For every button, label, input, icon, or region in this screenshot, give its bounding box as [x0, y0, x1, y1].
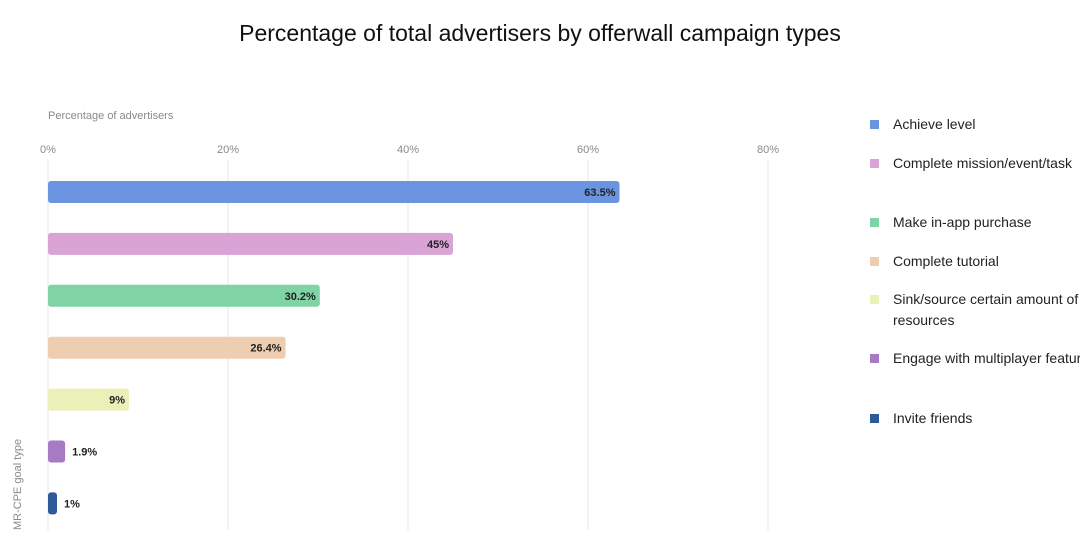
legend-swatch: [870, 257, 879, 266]
y-axis-label: MR-CPE goal type: [12, 439, 24, 530]
bar-value-label: 45%: [427, 239, 449, 251]
legend-item: Make in-app purchase: [870, 212, 1080, 233]
chart-title: Percentage of total advertisers by offer…: [239, 20, 841, 46]
legend-swatch: [870, 120, 879, 129]
bars: [48, 181, 620, 515]
bar-value-label: 9%: [109, 395, 125, 407]
x-tick-label: 0%: [40, 144, 56, 156]
legend-item: Engage with multiplayer features: [870, 348, 1080, 369]
legend-item: Complete mission/event/task: [870, 153, 1080, 174]
legend-item: Achieve level: [870, 114, 1080, 135]
legend-label: Complete mission/event/task: [893, 155, 1072, 171]
bar: [48, 492, 57, 515]
legend-swatch: [870, 414, 879, 423]
bar-value-labels: 63.5% 45% 30.2% 26.4% 9% 1.9% 1%: [64, 187, 616, 510]
legend-label: Sink/source certain amount of resources: [893, 291, 1079, 328]
bar-value-label: 1.9%: [72, 447, 97, 459]
legend-swatch: [870, 159, 879, 168]
bar: [48, 440, 66, 463]
bar: [48, 336, 286, 359]
legend-label: Make in-app purchase: [893, 214, 1032, 230]
bar: [48, 388, 129, 411]
legend-label: Engage with multiplayer features: [893, 350, 1080, 366]
legend-label: Achieve level: [893, 116, 976, 132]
x-tick-labels: 0% 20% 40% 60% 80%: [40, 144, 779, 156]
legend-item: Invite friends: [870, 408, 1080, 429]
bar-value-label: 26.4%: [250, 343, 281, 355]
x-tick-label: 40%: [397, 144, 419, 156]
bar-value-label: 30.2%: [285, 291, 316, 303]
x-tick-label: 80%: [757, 144, 779, 156]
bar-value-label: 1%: [64, 498, 80, 510]
x-tick-label: 20%: [217, 144, 239, 156]
legend-label: Complete tutorial: [893, 253, 999, 269]
x-axis-label: Percentage of advertisers: [48, 110, 174, 122]
bar-value-label: 63.5%: [584, 187, 615, 199]
legend-item: Sink/source certain amount of resources: [870, 289, 1080, 331]
bar: [48, 181, 620, 203]
bar: [48, 232, 453, 255]
legend-swatch: [870, 218, 879, 227]
legend-swatch: [870, 354, 879, 363]
x-tick-label: 60%: [577, 144, 599, 156]
legend-item: Complete tutorial: [870, 251, 1080, 272]
legend-swatch: [870, 295, 879, 304]
legend-label: Invite friends: [893, 410, 973, 426]
bar: [48, 284, 320, 307]
